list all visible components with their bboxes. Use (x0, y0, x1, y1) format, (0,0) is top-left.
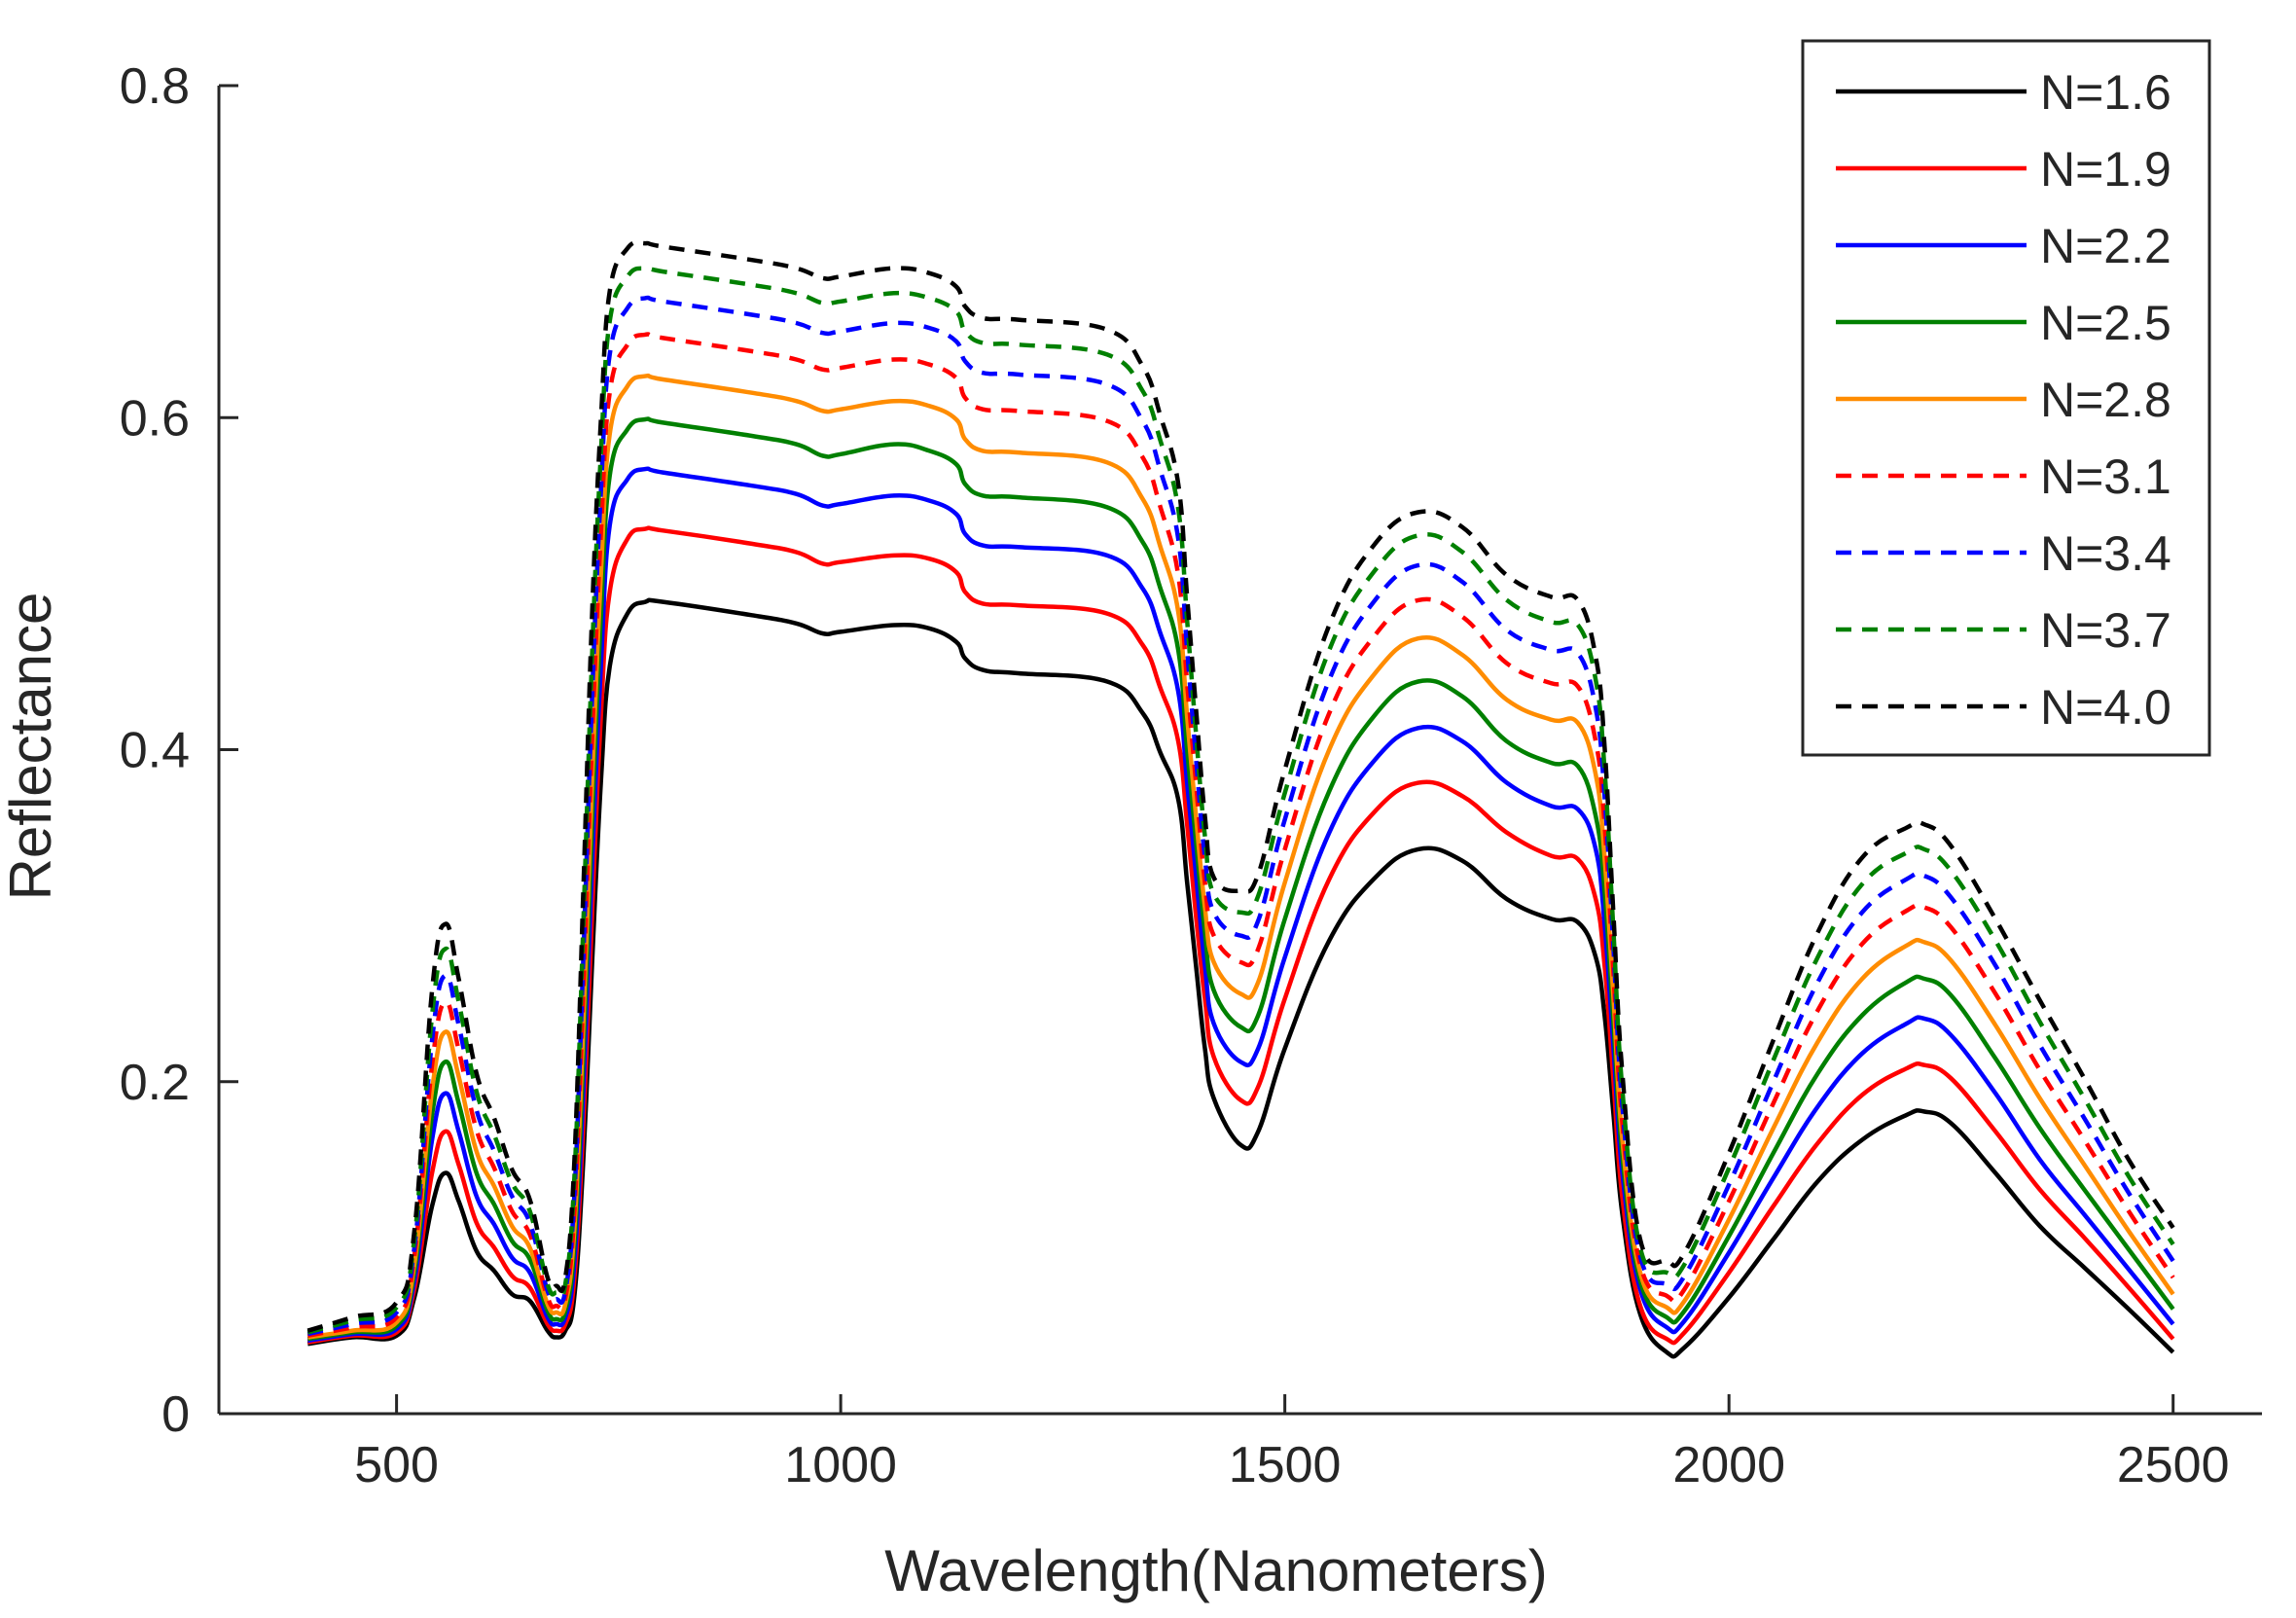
x-tick-label: 1000 (784, 1437, 897, 1493)
x-ticks: 500 1000 1500 2000 2500 (354, 1394, 2230, 1493)
legend-label: N=3.1 (2040, 449, 2171, 504)
y-axis-label: Reflectance (0, 593, 63, 901)
series-line-n-1-9 (306, 525, 2175, 1346)
legend-label: N=2.5 (2040, 296, 2171, 350)
plot-lines (306, 239, 2175, 1359)
y-tick-label: 0.8 (120, 58, 190, 115)
y-tick-label: 0.4 (120, 723, 190, 779)
y-tick-label: 0.2 (120, 1055, 190, 1111)
legend-label: N=3.7 (2040, 603, 2171, 658)
y-tick-label: 0 (161, 1386, 190, 1443)
legend: N=1.6 N=1.9 N=2.2 N=2.5 N=2.8 N=3.1 N=3.4 N=3.7… (1801, 39, 2211, 757)
y-ticks: 0 0.2 0.4 0.6 0.8 (120, 58, 238, 1443)
series-line-n-3-4 (306, 295, 2175, 1337)
series-line-n-2-5 (306, 416, 2175, 1342)
legend-label: N=2.8 (2040, 373, 2171, 427)
legend-label: N=1.9 (2040, 142, 2171, 197)
series-line-n-2-8 (306, 373, 2175, 1340)
x-tick-label: 1500 (1229, 1437, 1342, 1493)
y-tick-label: 0.6 (120, 390, 190, 447)
legend-label: N=3.4 (2040, 526, 2171, 581)
legend-label: N=4.0 (2040, 680, 2171, 735)
legend-label: N=2.2 (2040, 219, 2171, 273)
x-tick-label: 500 (354, 1437, 439, 1493)
legend-label: N=1.6 (2040, 65, 2171, 120)
series-line-n-3-7 (306, 266, 2175, 1335)
series-line-n-2-2 (306, 466, 2175, 1344)
x-axis-label: Wavelength(Nanometers) (884, 1538, 1547, 1603)
series-line-n-1-6 (306, 597, 2175, 1359)
series-line-n-3-1 (306, 332, 2175, 1339)
x-tick-label: 2000 (1672, 1437, 1785, 1493)
x-tick-label: 2500 (2117, 1437, 2230, 1493)
